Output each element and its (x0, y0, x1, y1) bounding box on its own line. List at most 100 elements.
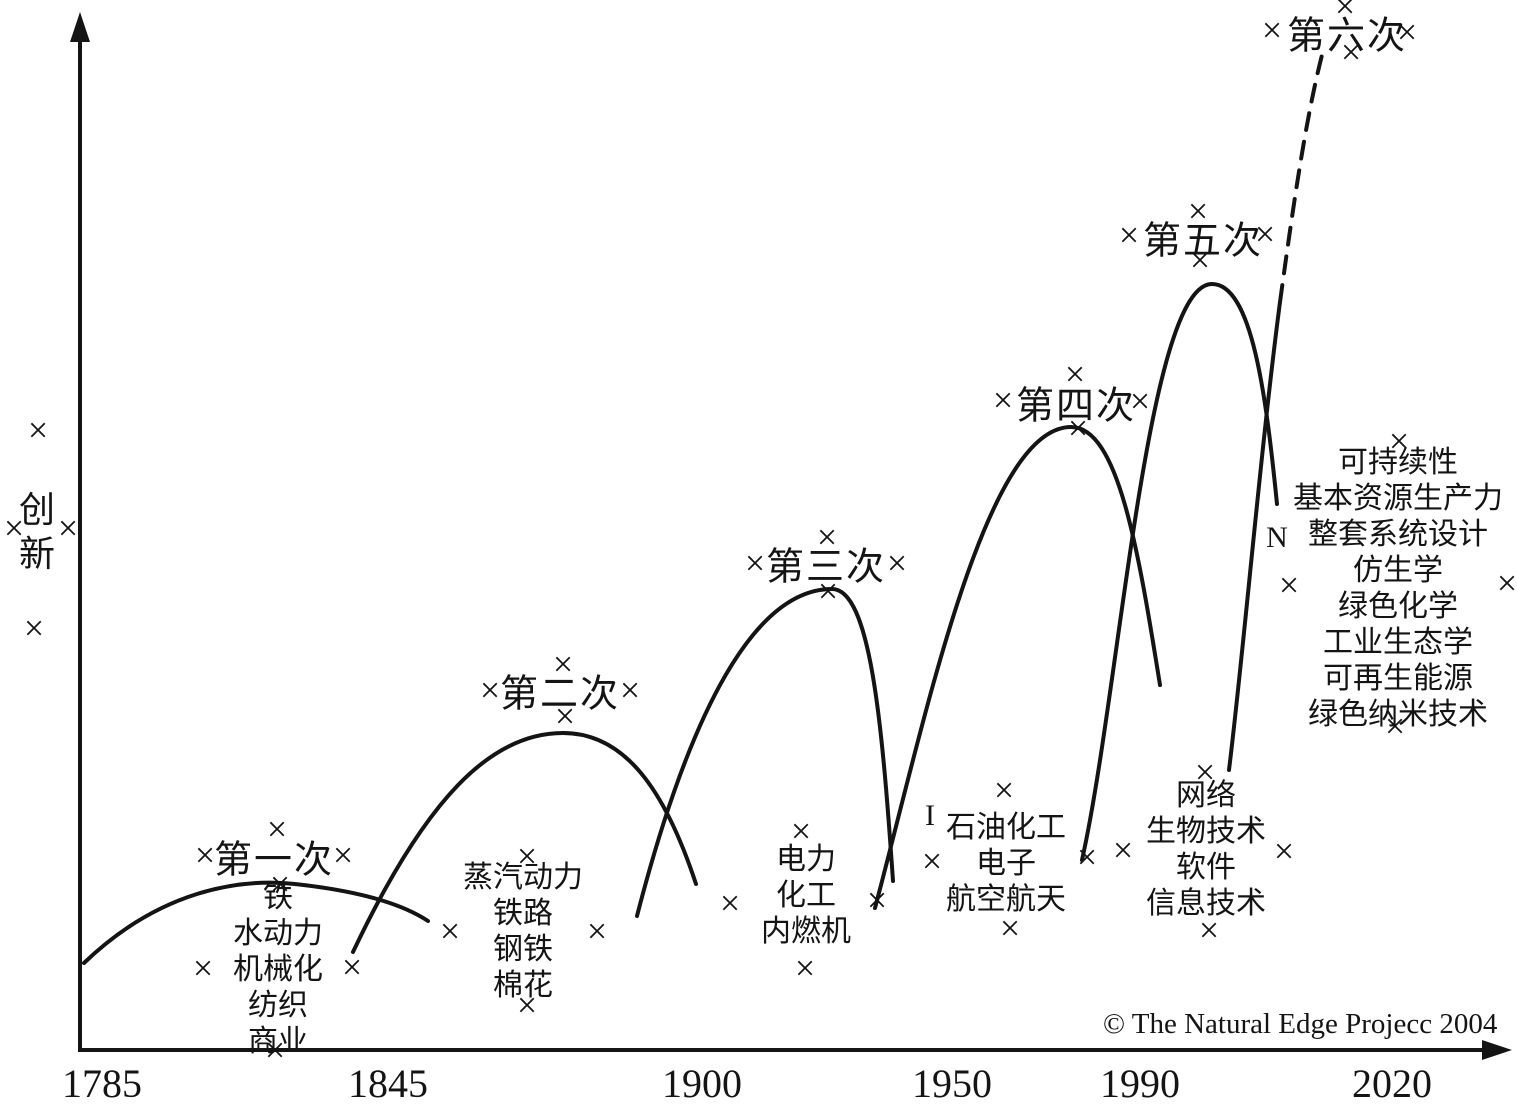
x-mark: × (439, 911, 461, 951)
wave-6-tech-list: 可持续性 基本资源生产力 整套系统设计 仿生学 绿色化学 工业生态学 可再生能源… (1293, 445, 1503, 733)
x-mark: × (866, 880, 888, 920)
x-mark: × (1388, 421, 1410, 461)
x-mark: × (999, 908, 1021, 948)
x-mark: × (1194, 752, 1216, 792)
x-mark: × (719, 883, 741, 923)
wave-6-curve-dashed (1278, 53, 1324, 304)
x-mark: × (269, 864, 291, 904)
x-tick-1950: 1950 (912, 1061, 992, 1106)
x-tick-1990: 1990 (1100, 1061, 1180, 1106)
x-mark: × (27, 410, 49, 450)
wave-3-curve (635, 586, 895, 918)
x-mark: × (992, 380, 1014, 420)
tech-item: 生物技术 (1146, 815, 1266, 848)
tech-item: 工业生态学 (1323, 626, 1473, 659)
tech-item: 铁 (263, 881, 293, 914)
x-mark: × (554, 696, 576, 736)
x-mark: × (1076, 837, 1098, 877)
wave-5-tech-list: 网络 生物技术 软件 信息技术 (1146, 778, 1266, 922)
x-mark: × (1189, 240, 1211, 280)
wave-5-label: 第五次 (1142, 220, 1264, 263)
x-mark: × (1278, 565, 1300, 605)
x-mark: × (1067, 408, 1089, 448)
wave-1-curve (82, 880, 430, 965)
x-mark: × (886, 543, 908, 583)
y-axis-arrow-icon (70, 12, 90, 42)
tech-item: 机械化 (233, 953, 323, 986)
tech-item: 电力 (776, 843, 836, 876)
x-mark: × (744, 543, 766, 583)
x-tick-1845: 1845 (348, 1061, 428, 1106)
x-mark: × (1112, 830, 1134, 870)
tech-item: 电子 (976, 847, 1036, 880)
x-mark: × (817, 571, 839, 611)
tech-item: 水动力 (233, 917, 323, 950)
x-mark: × (3, 508, 25, 548)
tech-item: 整套系统设计 (1308, 518, 1488, 551)
x-mark: × (1396, 12, 1418, 52)
stray-letter-i: I (925, 799, 935, 832)
wave-1-tech-list: 铁 水动力 机械化 纺织 商业 (233, 880, 323, 1060)
x-mark: × (341, 947, 363, 987)
x-mark: × (1273, 831, 1295, 871)
x-mark: × (1118, 215, 1140, 255)
x-mark: × (586, 911, 608, 951)
tech-item: 仿生学 (1353, 554, 1443, 587)
x-mark: × (516, 985, 538, 1025)
x-mark: × (192, 948, 214, 988)
x-mark: × (57, 508, 79, 548)
x-mark: × (1129, 381, 1151, 421)
x-mark: × (552, 644, 574, 684)
tech-item: 网络 (1176, 779, 1236, 812)
stray-letter-n: N (1266, 521, 1288, 554)
wave-2-tech-list: 蒸汽动力 铁路 钢铁 棉花 (463, 860, 583, 1004)
y-axis-label: 创新 (18, 490, 55, 574)
copyright-text: © The Natural Edge Projecc 2004 (1103, 1008, 1498, 1040)
tech-item: 可持续性 (1338, 446, 1458, 479)
x-mark: × (264, 1030, 286, 1070)
wave-6-label: 第六次 (1286, 15, 1408, 58)
tech-item: 绿色化学 (1338, 590, 1458, 623)
x-mark: × (1254, 214, 1276, 254)
tech-item: 棉花 (493, 969, 553, 1002)
x-mark: × (1261, 10, 1283, 50)
x-mark: × (816, 517, 838, 557)
tech-item: 内燃机 (761, 915, 851, 948)
wave-4-tech-list: 石油化工 电子 航空航天 (946, 810, 1066, 918)
wave-2-curve (351, 730, 698, 954)
x-mark: × (993, 770, 1015, 810)
x-tick-1785: 1785 (62, 1061, 142, 1106)
tech-item: 可再生能源 (1323, 662, 1473, 695)
x-axis-arrow-icon (1482, 1040, 1512, 1060)
tech-item: 石油化工 (946, 811, 1066, 844)
x-mark: × (1384, 706, 1406, 746)
x-mark: × (790, 811, 812, 851)
wave-5-curve (1080, 281, 1279, 862)
x-mark: × (619, 670, 641, 710)
x-mark: × (1064, 354, 1086, 394)
wave-3-label: 第三次 (765, 546, 887, 589)
tech-item: 纺织 (248, 989, 308, 1022)
x-mark: × (1187, 191, 1209, 231)
x-mark: × (516, 836, 538, 876)
wave-2-label: 第二次 (499, 673, 621, 716)
wave-3-tech-list: 电力 化工 内燃机 (761, 842, 851, 950)
wave-4-curve (873, 424, 1162, 910)
tech-item: 航空航天 (946, 883, 1066, 916)
tech-item: 信息技术 (1146, 887, 1266, 920)
tech-item: 软件 (1176, 851, 1236, 884)
tech-item: 绿色纳米技术 (1308, 698, 1488, 731)
x-mark: × (194, 835, 216, 875)
x-mark: × (1334, 0, 1356, 26)
x-tick-1900: 1900 (662, 1061, 742, 1106)
x-mark: × (1496, 563, 1517, 603)
tech-item: 钢铁 (493, 933, 553, 966)
x-mark: × (479, 670, 501, 710)
x-tick-2020: 2020 (1352, 1061, 1432, 1106)
tech-item: 蒸汽动力 (463, 861, 583, 894)
tech-item: 基本资源生产力 (1293, 482, 1503, 515)
x-mark: × (794, 948, 816, 988)
wave-4-label: 第四次 (1015, 385, 1137, 428)
